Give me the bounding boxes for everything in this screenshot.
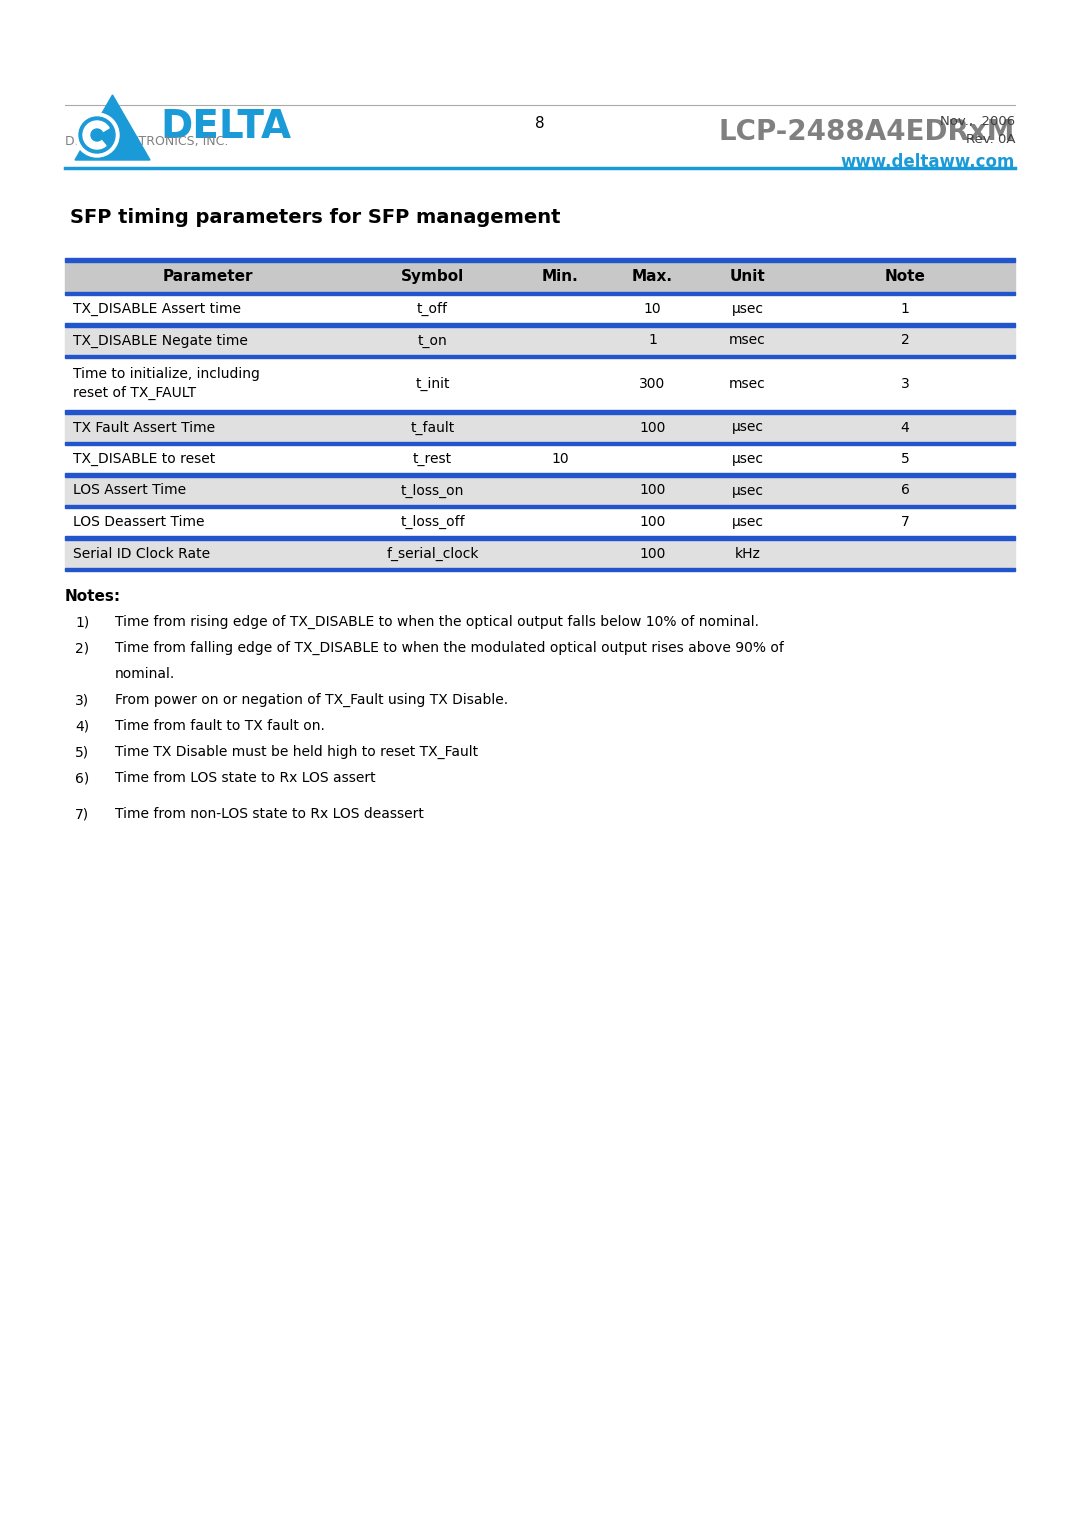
Text: DELTA: DELTA [160, 108, 292, 147]
Bar [65, 411, 1015, 414]
Text: μsec: μsec [731, 452, 764, 466]
Text: LCP-2488A4EDRxM: LCP-2488A4EDRxM [718, 119, 1015, 147]
Text: TX_DISABLE Assert time: TX_DISABLE Assert time [73, 302, 241, 316]
Text: 100: 100 [639, 547, 665, 560]
Text: kHz: kHz [734, 547, 760, 560]
Bar [65, 357, 1015, 411]
Wedge shape [83, 121, 109, 150]
Text: reset of TX_FAULT: reset of TX_FAULT [73, 386, 197, 400]
Text: msec: msec [729, 377, 766, 391]
Bar [65, 568, 1015, 571]
Text: 10: 10 [551, 452, 569, 466]
Bar [65, 476, 1015, 504]
Text: 6: 6 [901, 484, 909, 498]
Text: DELTA ELECTRONICS, INC.: DELTA ELECTRONICS, INC. [65, 134, 228, 148]
Text: t_on: t_on [418, 333, 447, 348]
Text: μsec: μsec [731, 515, 764, 528]
Text: Parameter: Parameter [162, 269, 253, 284]
Text: 2: 2 [901, 333, 909, 348]
Bar [65, 441, 1015, 444]
Bar [65, 261, 1015, 292]
Text: SFP timing parameters for SFP management: SFP timing parameters for SFP management [70, 208, 561, 228]
Text: 7: 7 [901, 515, 909, 528]
Text: t_rest: t_rest [413, 452, 453, 466]
Text: Time from non-LOS state to Rx LOS deassert: Time from non-LOS state to Rx LOS deasse… [114, 806, 423, 822]
Text: TX Fault Assert Time: TX Fault Assert Time [73, 420, 215, 435]
Text: 3: 3 [901, 377, 909, 391]
Text: www.deltaww.com: www.deltaww.com [840, 153, 1015, 171]
Text: μsec: μsec [731, 302, 764, 316]
Text: TX_DISABLE Negate time: TX_DISABLE Negate time [73, 333, 248, 348]
Text: TX_DISABLE to reset: TX_DISABLE to reset [73, 452, 215, 466]
Text: Max.: Max. [632, 269, 673, 284]
Text: LOS Assert Time: LOS Assert Time [73, 484, 186, 498]
Bar [65, 354, 1015, 357]
Text: Time from falling edge of TX_DISABLE to when the modulated optical output rises : Time from falling edge of TX_DISABLE to … [114, 641, 784, 655]
Text: 100: 100 [639, 420, 665, 435]
Text: Time from fault to TX fault on.: Time from fault to TX fault on. [114, 719, 325, 733]
Text: t_loss_on: t_loss_on [401, 484, 464, 498]
Text: Unit: Unit [730, 269, 766, 284]
Text: From power on or negation of TX_Fault using TX Disable.: From power on or negation of TX_Fault us… [114, 693, 508, 707]
Bar [65, 539, 1015, 568]
Text: μsec: μsec [731, 484, 764, 498]
Text: 100: 100 [639, 484, 665, 498]
Text: 1): 1) [75, 615, 90, 629]
Text: t_off: t_off [417, 302, 448, 316]
Text: 2): 2) [75, 641, 90, 655]
Text: Notes:: Notes: [65, 589, 121, 605]
Bar [65, 324, 1015, 327]
Text: Nov.,  2006: Nov., 2006 [940, 115, 1015, 128]
Text: msec: msec [729, 333, 766, 348]
Text: LOS Deassert Time: LOS Deassert Time [73, 515, 204, 528]
Text: Rev. 0A: Rev. 0A [966, 133, 1015, 147]
Text: Time from LOS state to Rx LOS assert: Time from LOS state to Rx LOS assert [114, 771, 376, 785]
Polygon shape [75, 95, 150, 160]
Text: Time from rising edge of TX_DISABLE to when the optical output falls below 10% o: Time from rising edge of TX_DISABLE to w… [114, 615, 759, 629]
Text: 1: 1 [648, 333, 657, 348]
Text: 1: 1 [901, 302, 909, 316]
Text: nominal.: nominal. [114, 667, 175, 681]
Text: 100: 100 [639, 515, 665, 528]
Text: t_init: t_init [415, 377, 449, 391]
Bar [65, 504, 1015, 508]
Bar [65, 327, 1015, 354]
Text: Serial ID Clock Rate: Serial ID Clock Rate [73, 547, 211, 560]
Bar [65, 292, 1015, 295]
Text: 4): 4) [75, 719, 90, 733]
Bar [65, 295, 1015, 324]
Text: 8: 8 [536, 116, 544, 130]
Bar [65, 444, 1015, 473]
Text: Symbol: Symbol [401, 269, 464, 284]
Text: f_serial_clock: f_serial_clock [387, 547, 478, 560]
Text: 6): 6) [75, 771, 90, 785]
Circle shape [79, 118, 114, 153]
Text: 7): 7) [75, 806, 90, 822]
Text: Time TX Disable must be held high to reset TX_Fault: Time TX Disable must be held high to res… [114, 745, 478, 759]
Text: 5): 5) [75, 745, 90, 759]
Text: Min.: Min. [542, 269, 579, 284]
Bar [65, 473, 1015, 476]
Circle shape [91, 128, 103, 140]
Text: Note: Note [885, 269, 926, 284]
Text: 4: 4 [901, 420, 909, 435]
Text: 300: 300 [639, 377, 665, 391]
Text: 10: 10 [644, 302, 661, 316]
Text: 5: 5 [901, 452, 909, 466]
Text: μsec: μsec [731, 420, 764, 435]
Bar [65, 536, 1015, 539]
Bar [65, 258, 1015, 261]
Text: t_fault: t_fault [410, 420, 455, 435]
Text: t_loss_off: t_loss_off [401, 515, 464, 528]
Bar [65, 508, 1015, 536]
Text: Time to initialize, including: Time to initialize, including [73, 366, 260, 380]
Bar [65, 414, 1015, 441]
Text: 3): 3) [75, 693, 90, 707]
Circle shape [75, 113, 119, 157]
